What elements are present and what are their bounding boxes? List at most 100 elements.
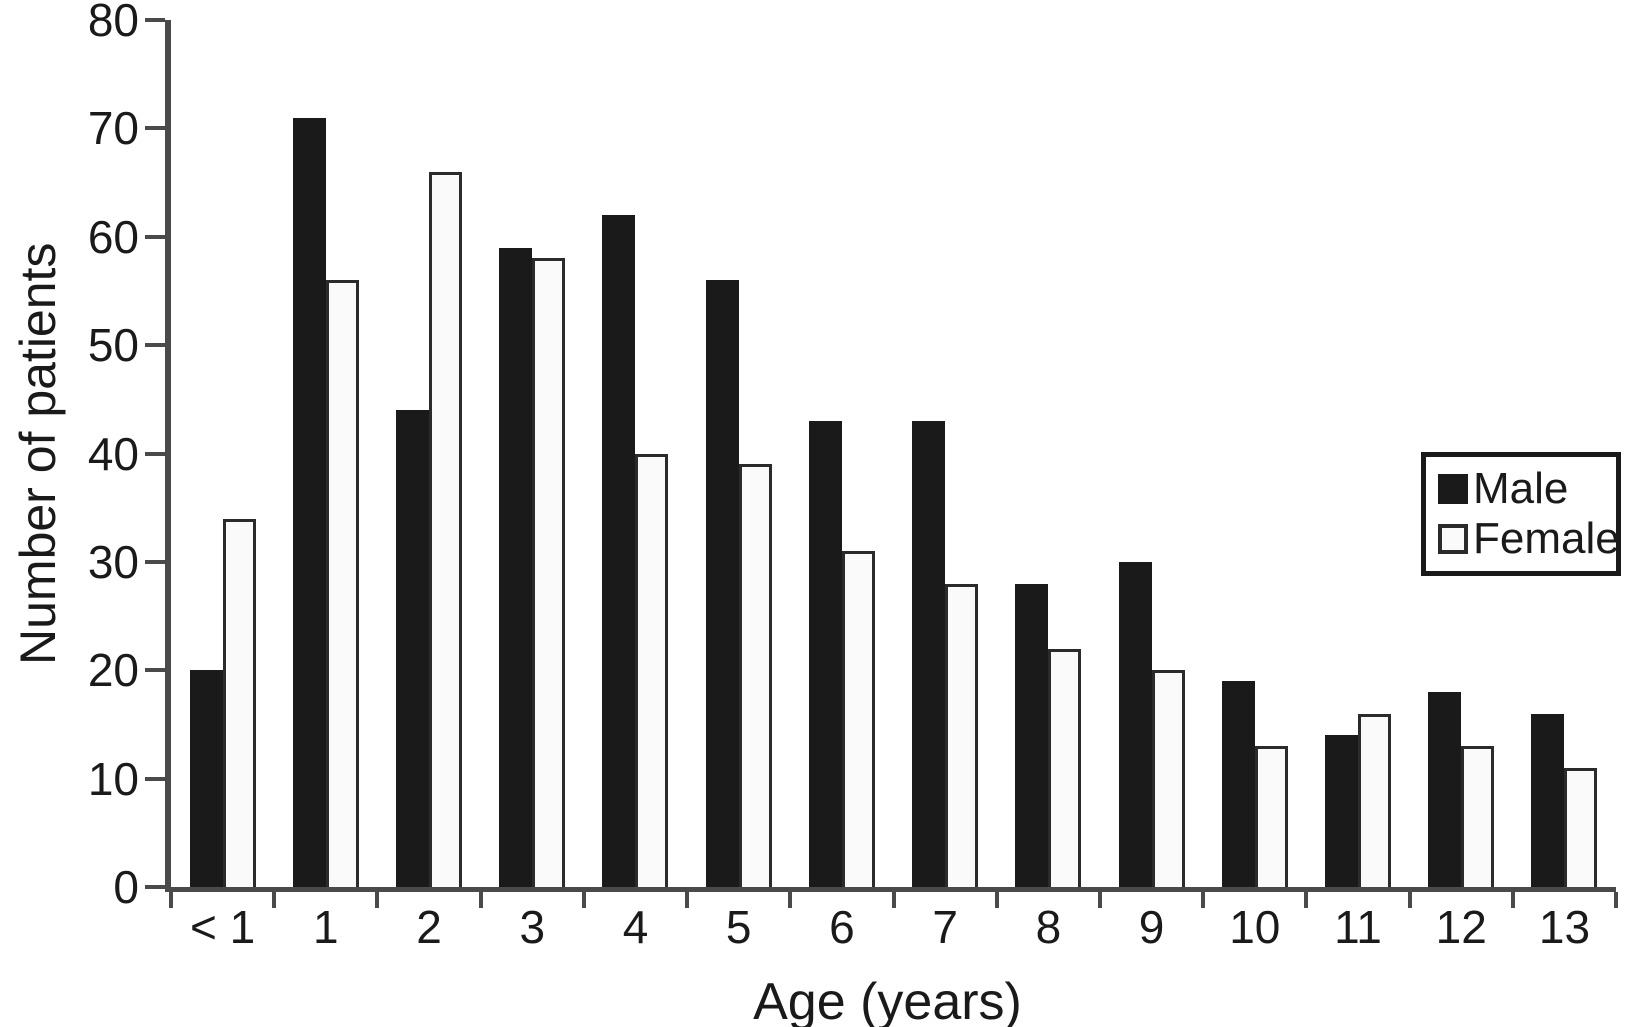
- x-tick-1: [272, 892, 277, 908]
- y-tick-label-40: 40: [87, 427, 139, 480]
- bar-group-10: [1203, 20, 1306, 887]
- bar-female-5: [738, 464, 772, 887]
- x-tick-6: [788, 892, 793, 908]
- bar-female-6: [841, 551, 875, 887]
- bar-group-3: [481, 20, 584, 887]
- bar-female-3: [532, 258, 566, 887]
- bar-group-13: [1513, 20, 1616, 887]
- x-tick-label-13: 13: [1538, 901, 1591, 953]
- bar-female-12: [1461, 746, 1495, 887]
- y-tick-label-60: 60: [87, 210, 139, 263]
- bar-group-4: [584, 20, 687, 887]
- plot-area: < 1 1 2 3 4 5 6 7 8 9 10 11 12 13 0 10 20 30 40 50 60 70 80: [88, 0, 1618, 950]
- legend-label-female: Female: [1473, 514, 1620, 563]
- bar-female-7: [945, 583, 979, 887]
- x-tick-11: [1304, 892, 1309, 908]
- x-tick-label-2: 2: [416, 901, 442, 953]
- y-tick-50: [145, 343, 165, 348]
- y-tick-10: [145, 776, 165, 781]
- bar-groups: [171, 20, 1616, 887]
- y-tick-40: [145, 451, 165, 456]
- y-tick-label-80: 80: [87, 0, 139, 46]
- x-tick-label-8: 8: [1035, 901, 1062, 953]
- bar-male-2: [396, 410, 430, 887]
- bar-female-2: [429, 171, 463, 887]
- bar-male-5: [705, 280, 739, 887]
- x-tick-13: [1510, 892, 1515, 908]
- bar-male-9: [1118, 561, 1152, 887]
- x-tick-label-6: 6: [829, 901, 855, 953]
- y-tick-20: [145, 668, 165, 673]
- bar-male-4: [602, 215, 636, 887]
- y-tick-30: [145, 559, 165, 564]
- bar-female-8: [1048, 648, 1082, 887]
- bar-male-10: [1221, 681, 1255, 887]
- x-tick-2: [375, 892, 380, 908]
- y-tick-label-30: 30: [87, 535, 139, 588]
- bar-female-1: [325, 280, 359, 887]
- y-tick-60: [145, 234, 165, 239]
- bar-female-4: [635, 453, 669, 887]
- bar-female-9: [1151, 670, 1185, 887]
- bar-group-6: [790, 20, 893, 887]
- bar-group-<1: [171, 20, 274, 887]
- bar-female-11: [1358, 713, 1392, 887]
- x-tick-0: [169, 892, 173, 908]
- x-axis-title: Age (years): [753, 973, 1022, 1027]
- bar-male-1: [292, 117, 326, 887]
- x-tick-10: [1201, 892, 1206, 908]
- x-tick-label-10: 10: [1229, 901, 1281, 953]
- bar-female-<1: [222, 518, 256, 887]
- x-tick-label-<1: < 1: [189, 901, 256, 953]
- bar-male-7: [912, 421, 946, 887]
- bar-group-1: [274, 20, 377, 887]
- x-tick-labels: < 1 1 2 3 4 5 6 7 8 9 10 11 12 13: [171, 904, 1616, 950]
- bar-group-8: [997, 20, 1100, 887]
- bar-male-12: [1428, 691, 1462, 887]
- male-swatch-icon: [1438, 474, 1468, 504]
- bar-male-8: [1015, 583, 1049, 887]
- bar-group-2: [377, 20, 480, 887]
- legend: Male Female: [1421, 452, 1621, 576]
- bar-group-5: [687, 20, 790, 887]
- x-tick-8: [994, 892, 999, 908]
- bar-male-3: [499, 247, 533, 887]
- y-tick-label-0: 0: [113, 861, 139, 913]
- legend-label-male: Male: [1473, 464, 1569, 513]
- bar-group-12: [1410, 20, 1513, 887]
- x-tick-label-4: 4: [622, 901, 649, 953]
- y-tick-label-70: 70: [87, 102, 139, 155]
- y-tick-label-10: 10: [87, 752, 139, 805]
- bar-group-7: [894, 20, 997, 887]
- x-tick-4: [581, 892, 586, 908]
- bar-group-9: [1100, 20, 1203, 887]
- legend-entry-female: Female: [1438, 517, 1620, 561]
- y-tick-70: [145, 126, 165, 131]
- x-tick-7: [891, 892, 896, 908]
- y-tick-0: [145, 885, 165, 889]
- x-tick-9: [1097, 892, 1102, 908]
- x-tick-label-12: 12: [1435, 901, 1487, 953]
- bar-group-11: [1306, 20, 1409, 887]
- x-tick-label-5: 5: [725, 901, 752, 953]
- x-tick-5: [685, 892, 690, 908]
- bar-female-13: [1564, 767, 1598, 887]
- x-tick-label-11: 11: [1334, 901, 1382, 953]
- bar-male-13: [1531, 713, 1565, 887]
- female-swatch-icon: [1438, 524, 1468, 554]
- x-tick-label-1: 1: [313, 901, 339, 953]
- x-tick-12: [1407, 892, 1412, 908]
- bar-male-11: [1325, 735, 1359, 887]
- x-tick-3: [478, 892, 483, 908]
- bar-female-10: [1254, 746, 1288, 887]
- x-tick-label-7: 7: [932, 901, 958, 953]
- y-tick-label-50: 50: [87, 319, 139, 372]
- x-tick-label-3: 3: [519, 901, 546, 953]
- y-tick-80: [145, 18, 165, 22]
- y-axis-title: Number of patients: [10, 242, 66, 665]
- bar-male-<1: [189, 670, 223, 887]
- y-tick-label-20: 20: [87, 644, 139, 697]
- bar-male-6: [808, 421, 842, 887]
- x-tick-label-9: 9: [1138, 901, 1165, 953]
